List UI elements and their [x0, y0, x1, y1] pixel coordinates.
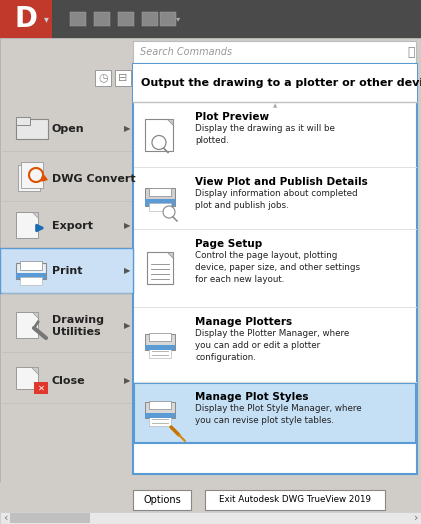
Text: Options: Options: [143, 495, 181, 505]
Text: Open: Open: [52, 124, 85, 134]
Bar: [133, 64, 417, 102]
Text: Page Setup: Page Setup: [195, 239, 262, 249]
Text: Plot Preview: Plot Preview: [195, 112, 269, 122]
Text: Print: Print: [52, 266, 83, 276]
Bar: [0, 482, 421, 524]
Bar: [160, 12, 176, 26]
Bar: [134, 383, 416, 443]
Bar: [0, 38, 421, 482]
Bar: [145, 402, 175, 418]
Bar: [20, 261, 42, 270]
Text: Control the page layout, plotting
device, paper size, and other settings
for eac: Control the page layout, plotting device…: [195, 251, 360, 285]
Bar: [16, 263, 46, 279]
Bar: [149, 203, 171, 211]
Text: Export: Export: [52, 221, 93, 231]
Bar: [145, 344, 175, 350]
Polygon shape: [167, 252, 173, 258]
Text: ‹: ‹: [3, 513, 7, 523]
Bar: [149, 347, 171, 357]
Text: Search Commands: Search Commands: [140, 47, 232, 57]
Bar: [115, 70, 131, 86]
Bar: [21, 162, 43, 188]
Bar: [149, 401, 171, 409]
Bar: [16, 117, 30, 125]
Bar: [133, 490, 191, 510]
Text: View Plot and Publish Details: View Plot and Publish Details: [195, 177, 368, 187]
Text: Drawing
Utilities: Drawing Utilities: [52, 315, 104, 337]
Circle shape: [152, 136, 166, 149]
Bar: [142, 12, 158, 26]
Bar: [145, 333, 175, 350]
Bar: [70, 12, 86, 26]
Text: ⌕: ⌕: [407, 46, 415, 59]
Bar: [149, 333, 171, 341]
Text: ◷: ◷: [98, 73, 108, 83]
Bar: [0, 38, 421, 482]
Bar: [0, 0, 421, 38]
Bar: [133, 64, 417, 474]
Text: ▶: ▶: [124, 222, 130, 231]
Text: Display the drawing as it will be
plotted.: Display the drawing as it will be plotte…: [195, 124, 335, 145]
Bar: [20, 277, 42, 285]
Bar: [16, 119, 48, 139]
Text: Display the Plotter Manager, where
you can add or edit a plotter
configuration.: Display the Plotter Manager, where you c…: [195, 329, 349, 362]
Bar: [147, 252, 173, 284]
Bar: [149, 188, 171, 196]
Text: Display information about completed
plot and publish jobs.: Display information about completed plot…: [195, 189, 357, 210]
Text: ✕: ✕: [37, 384, 45, 392]
Text: D: D: [14, 5, 37, 33]
Bar: [16, 273, 46, 279]
Bar: [149, 416, 171, 426]
Bar: [95, 70, 111, 86]
Bar: [18, 165, 40, 191]
Bar: [118, 12, 134, 26]
Bar: [94, 12, 110, 26]
Bar: [16, 212, 38, 238]
Polygon shape: [32, 212, 38, 218]
Text: ⊟: ⊟: [118, 73, 128, 83]
Bar: [145, 188, 175, 206]
Text: Manage Plotters: Manage Plotters: [195, 317, 292, 327]
Bar: [34, 382, 48, 394]
Text: ▾: ▾: [43, 14, 48, 24]
Bar: [145, 413, 175, 418]
Text: Close: Close: [52, 376, 85, 386]
Bar: [145, 199, 175, 206]
Polygon shape: [167, 118, 173, 125]
Text: DWG Convert: DWG Convert: [52, 174, 136, 184]
Bar: [205, 490, 385, 510]
Text: ▾: ▾: [176, 15, 180, 24]
Text: Manage Plot Styles: Manage Plot Styles: [195, 392, 309, 402]
Text: Output the drawing to a plotter or other device: Output the drawing to a plotter or other…: [141, 78, 421, 88]
Bar: [16, 367, 38, 389]
Circle shape: [163, 206, 175, 218]
Text: ▶: ▶: [124, 377, 130, 386]
Bar: [0, 512, 421, 524]
Bar: [133, 41, 416, 63]
Bar: [16, 312, 38, 338]
Text: Display the Plot Style Manager, where
you can revise plot style tables.: Display the Plot Style Manager, where yo…: [195, 404, 362, 425]
Polygon shape: [32, 312, 38, 318]
Bar: [145, 118, 173, 150]
Bar: [0, 248, 133, 293]
Bar: [10, 513, 90, 523]
Text: ▶: ▶: [124, 267, 130, 276]
Text: ›: ›: [414, 513, 418, 523]
Text: ▶: ▶: [124, 125, 130, 134]
Text: ▲: ▲: [273, 103, 277, 108]
Polygon shape: [31, 367, 38, 374]
Bar: [0, 0, 52, 38]
Text: ▶: ▶: [124, 322, 130, 331]
Text: Exit Autodesk DWG TrueView 2019: Exit Autodesk DWG TrueView 2019: [219, 496, 371, 505]
